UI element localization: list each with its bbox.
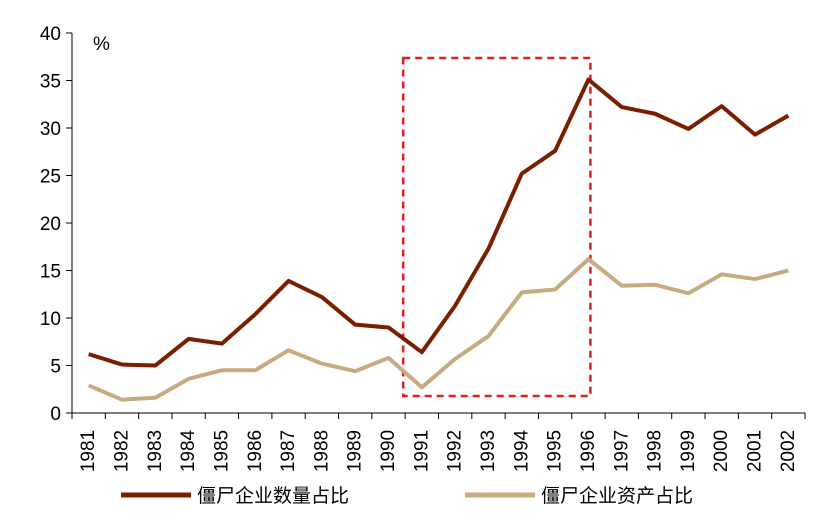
y-tick-label: 15 (40, 262, 61, 283)
x-tick-label: 1995 (545, 430, 566, 472)
y-tick-label: 30 (40, 119, 61, 140)
x-tick-label: 1989 (345, 430, 366, 472)
y-tick-label: 35 (40, 72, 61, 93)
legend-label-1: 僵尸企业数量占比 (197, 485, 349, 507)
series-layer (87, 77, 790, 402)
x-tick-label: 2001 (745, 430, 766, 472)
series-line-1 (88, 77, 790, 368)
y-tick-label: 0 (50, 404, 61, 425)
y-tick-label: 5 (50, 357, 61, 378)
highlight-box (401, 56, 592, 398)
y-tick-label: 10 (40, 309, 61, 330)
x-tick-label: 1988 (311, 430, 332, 472)
x-tick-label: 1994 (511, 429, 532, 472)
x-tick-label: 2000 (711, 430, 732, 472)
x-tick-label: 2002 (778, 430, 799, 472)
x-tick-label: 1984 (178, 429, 199, 472)
x-axis: 1981 1982 1983 1984 1985 1986 1987 1988 1989 1990… (71, 412, 806, 472)
x-tick-label: 1987 (278, 430, 299, 472)
x-tick-label: 1990 (378, 430, 399, 472)
y-tick-label: 25 (40, 167, 61, 188)
y-axis: 0 5 10 15 20 25 30 35 40 (40, 24, 73, 425)
y-axis-unit: % (93, 34, 110, 55)
x-tick-label: 1985 (211, 430, 232, 472)
x-tick-label: 1999 (678, 430, 699, 472)
x-tick-label: 1998 (645, 430, 666, 472)
legend-label-2: 僵尸企业资产占比 (541, 485, 693, 507)
y-tick-label: 40 (40, 24, 61, 45)
x-tick-label: 1991 (411, 430, 432, 472)
x-tick-label: 1993 (478, 430, 499, 472)
x-tick-label: 1997 (611, 430, 632, 472)
x-tick-label: 1981 (78, 430, 99, 472)
x-tick-label: 1982 (111, 430, 132, 472)
x-tick-label: 1996 (578, 430, 599, 472)
series-line-2 (87, 257, 789, 402)
legend: 僵尸企业数量占比 僵尸企业资产占比 (121, 485, 693, 507)
x-tick-label: 1986 (245, 430, 266, 472)
x-tick-label: 1983 (145, 430, 166, 472)
y-tick-label: 20 (40, 214, 61, 235)
highlight-rect (401, 56, 592, 398)
x-tick-label: 1992 (445, 430, 466, 472)
